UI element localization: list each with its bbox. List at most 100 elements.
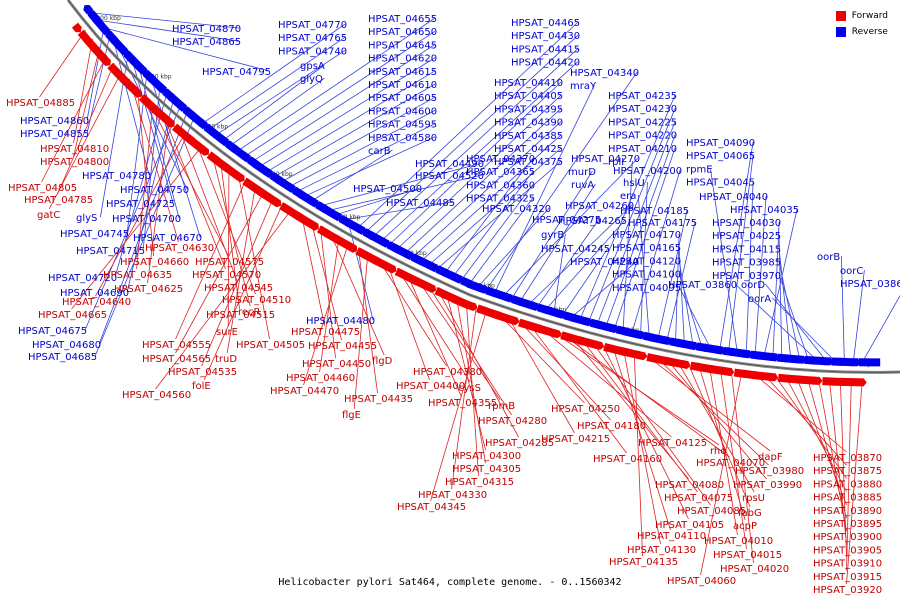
leader-line [818,378,847,532]
reverse-gene-arrow[interactable] [157,83,168,94]
gene-label: surE [216,327,238,338]
reverse-gene-arrow[interactable] [286,183,296,193]
forward-gene-arrow[interactable] [386,263,397,274]
reverse-gene-arrow[interactable] [740,349,751,359]
reverse-gene-arrow[interactable] [309,197,319,208]
reverse-gene-arrow[interactable] [754,351,773,362]
forward-gene-arrow[interactable] [467,301,478,312]
reverse-gene-arrow[interactable] [516,297,534,310]
reverse-gene-arrow[interactable] [794,355,805,364]
reverse-gene-arrow[interactable] [701,343,719,354]
reverse-gene-arrow[interactable] [781,354,800,364]
reverse-gene-arrow[interactable] [607,323,618,334]
forward-gene-arrow[interactable] [637,351,648,361]
forward-gene-arrow[interactable] [234,172,245,183]
reverse-gene-arrow[interactable] [674,338,692,350]
forward-gene-arrow[interactable] [120,75,139,95]
gene-label: HPSAT_04025 [712,231,781,242]
reverse-gene-arrow[interactable] [100,25,111,36]
reverse-gene-arrow[interactable] [849,358,859,367]
reverse-gene-arrow[interactable] [219,136,230,147]
forward-gene-arrow[interactable] [426,283,437,293]
reverse-gene-arrow[interactable] [836,357,854,367]
reverse-gene-arrow[interactable] [687,341,697,351]
forward-gene-arrow[interactable] [451,294,473,310]
reverse-gene-arrow[interactable] [528,301,539,311]
forward-gene-arrow[interactable] [493,310,515,324]
forward-gene-arrow[interactable] [664,356,686,368]
forward-gene-arrow[interactable] [132,87,143,98]
reverse-gene-arrow[interactable] [568,313,586,325]
leader-line [445,292,486,451]
forward-gene-arrow[interactable] [577,336,600,349]
forward-gene-arrow[interactable] [768,372,779,382]
reverse-gene-arrow[interactable] [177,101,188,112]
forward-gene-arrow[interactable] [257,187,277,205]
forward-gene-arrow[interactable] [857,378,867,387]
reverse-gene-arrow[interactable] [594,320,613,332]
forward-gene-arrow[interactable] [551,328,562,339]
forward-gene-arrow[interactable] [165,117,175,128]
gene-label: rplI [608,157,624,168]
forward-gene-arrow[interactable] [813,376,823,385]
forward-gene-arrow[interactable] [707,364,730,376]
leader-line [710,168,738,353]
forward-gene-arrow[interactable] [71,22,82,33]
reverse-gene-arrow[interactable] [241,152,251,163]
gene-label: HPSAT_04030 [712,218,781,229]
forward-gene-arrow[interactable] [620,347,643,360]
forward-gene-arrow[interactable] [840,377,862,387]
forward-gene-arrow[interactable] [199,145,209,156]
forward-gene-arrow[interactable] [101,56,111,66]
reverse-gene-arrow[interactable] [118,45,129,56]
forward-gene-arrow[interactable] [751,371,774,381]
gene-label: HPSAT_04435 [344,394,413,405]
leader-lines [39,11,900,585]
reverse-gene-arrow[interactable] [542,305,560,318]
reverse-gene-arrow[interactable] [863,358,881,367]
reverse-gene-arrow[interactable] [714,345,724,355]
forward-gene-arrow[interactable] [89,43,108,63]
forward-gene-arrow[interactable] [681,360,691,369]
reverse-gene-arrow[interactable] [332,211,343,222]
forward-gene-arrow[interactable] [535,324,557,337]
gene-label: HPSAT_04270 [571,154,640,165]
gene-label: oorC [840,266,863,277]
forward-gene-arrow[interactable] [724,367,735,377]
reverse-gene-arrow[interactable] [727,347,746,358]
forward-gene-arrow[interactable] [309,220,319,231]
forward-gene-arrow[interactable] [347,242,358,253]
forward-gene-arrow[interactable] [221,162,241,180]
leader-line [778,248,792,359]
forward-gene-arrow[interactable] [594,340,605,350]
forward-gene-arrow[interactable] [509,315,520,326]
reverse-gene-arrow[interactable] [633,330,644,340]
reverse-gene-arrow[interactable] [808,356,827,366]
reverse-gene-arrow[interactable] [822,357,832,366]
reverse-gene-arrow[interactable] [660,336,671,346]
reverse-gene-arrow[interactable] [767,352,778,362]
gene-label: HPSAT_04600 [368,106,437,117]
forward-gene-arrow[interactable] [371,255,393,272]
forward-gene-arrow[interactable] [271,197,282,208]
reverse-gene-arrow[interactable] [263,168,274,178]
reverse-gene-arrow[interactable] [555,309,565,319]
gene-label: HPSAT_04200 [613,166,682,177]
forward-gene-arrow[interactable] [294,211,315,229]
forward-gene-arrow[interactable] [411,275,432,291]
reverse-gene-arrow[interactable] [581,317,591,327]
leader-line [796,377,847,505]
forward-gene-arrow[interactable] [152,106,171,125]
reverse-gene-arrow[interactable] [137,65,148,75]
reverse-gene-arrow[interactable] [503,293,513,303]
gene-label: flgE [342,410,361,421]
reverse-gene-arrow[interactable] [198,119,208,130]
forward-gene-arrow[interactable] [796,375,818,385]
leader-line [294,123,436,193]
reverse-gene-arrow[interactable] [355,225,366,235]
reverse-gene-arrow[interactable] [647,333,666,345]
reverse-gene-arrow[interactable] [621,327,639,339]
reverse-gene-arrow[interactable] [83,5,94,15]
forward-gene-arrow[interactable] [186,135,205,153]
forward-gene-arrow[interactable] [332,234,353,251]
